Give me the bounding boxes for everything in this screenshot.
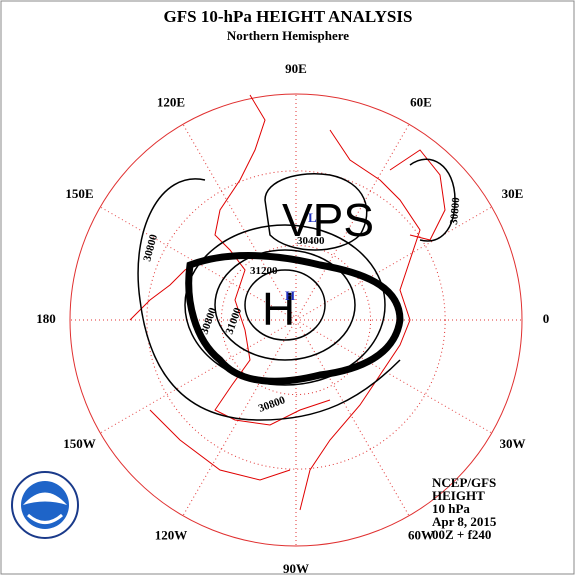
title: GFS 10-hPa HEIGHT ANALYSIS — [164, 7, 413, 26]
high-marker: H — [285, 288, 295, 303]
longitude-label: 120W — [155, 527, 188, 542]
contour — [409, 158, 456, 242]
longitude-label: 60W — [408, 527, 434, 542]
contour-label: 30400 — [297, 235, 325, 247]
meridian — [182, 319, 297, 516]
longitude-label: 90W — [283, 561, 309, 576]
longitude-label: 90E — [285, 61, 307, 76]
meridian — [295, 319, 410, 516]
longitude-label: 120E — [157, 94, 185, 109]
coastline — [214, 94, 331, 426]
low-marker: L — [308, 210, 317, 225]
subtitle: Northern Hemisphere — [227, 28, 349, 43]
contour — [214, 249, 356, 361]
contour-label: 30800 — [448, 196, 462, 225]
contour — [137, 178, 401, 421]
coastline — [389, 149, 446, 241]
annotation-outline — [185, 252, 404, 385]
longitude-label: 30W — [500, 436, 526, 451]
longitude-label: 150W — [63, 436, 96, 451]
longitude-label: 0 — [543, 311, 550, 326]
noaa-logo — [11, 471, 79, 539]
info-line: Apr 8, 2015 — [432, 514, 497, 529]
meridian — [100, 319, 297, 434]
latitude-circle — [146, 170, 446, 470]
contour — [184, 224, 386, 386]
longitude-label: 150E — [65, 186, 93, 201]
info-line: 00Z + f240 — [432, 527, 491, 542]
meridian — [295, 319, 492, 434]
annotation-vps: VPS — [282, 194, 374, 246]
info-block: NCEP/GFS HEIGHT 10 hPa Apr 8, 2015 00Z +… — [432, 475, 497, 542]
contour — [244, 269, 326, 341]
latitude-circle — [220, 244, 372, 396]
longitude-label: 180 — [36, 311, 56, 326]
contour-label: 31200 — [250, 265, 278, 277]
coastlines — [129, 94, 446, 511]
info-line: HEIGHT — [432, 488, 485, 503]
coastline — [149, 409, 291, 481]
info-line: NCEP/GFS — [432, 475, 496, 490]
longitude-label: 30E — [502, 186, 524, 201]
longitude-label: 60E — [410, 94, 432, 109]
coastline — [299, 129, 421, 511]
meridian — [295, 124, 410, 321]
map-boundary — [69, 93, 523, 547]
contour — [264, 173, 368, 251]
meridian — [182, 124, 297, 321]
meridian — [295, 206, 492, 321]
info-line: 10 hPa — [432, 501, 470, 516]
annotation-h: H — [262, 283, 295, 335]
contours — [137, 158, 456, 421]
